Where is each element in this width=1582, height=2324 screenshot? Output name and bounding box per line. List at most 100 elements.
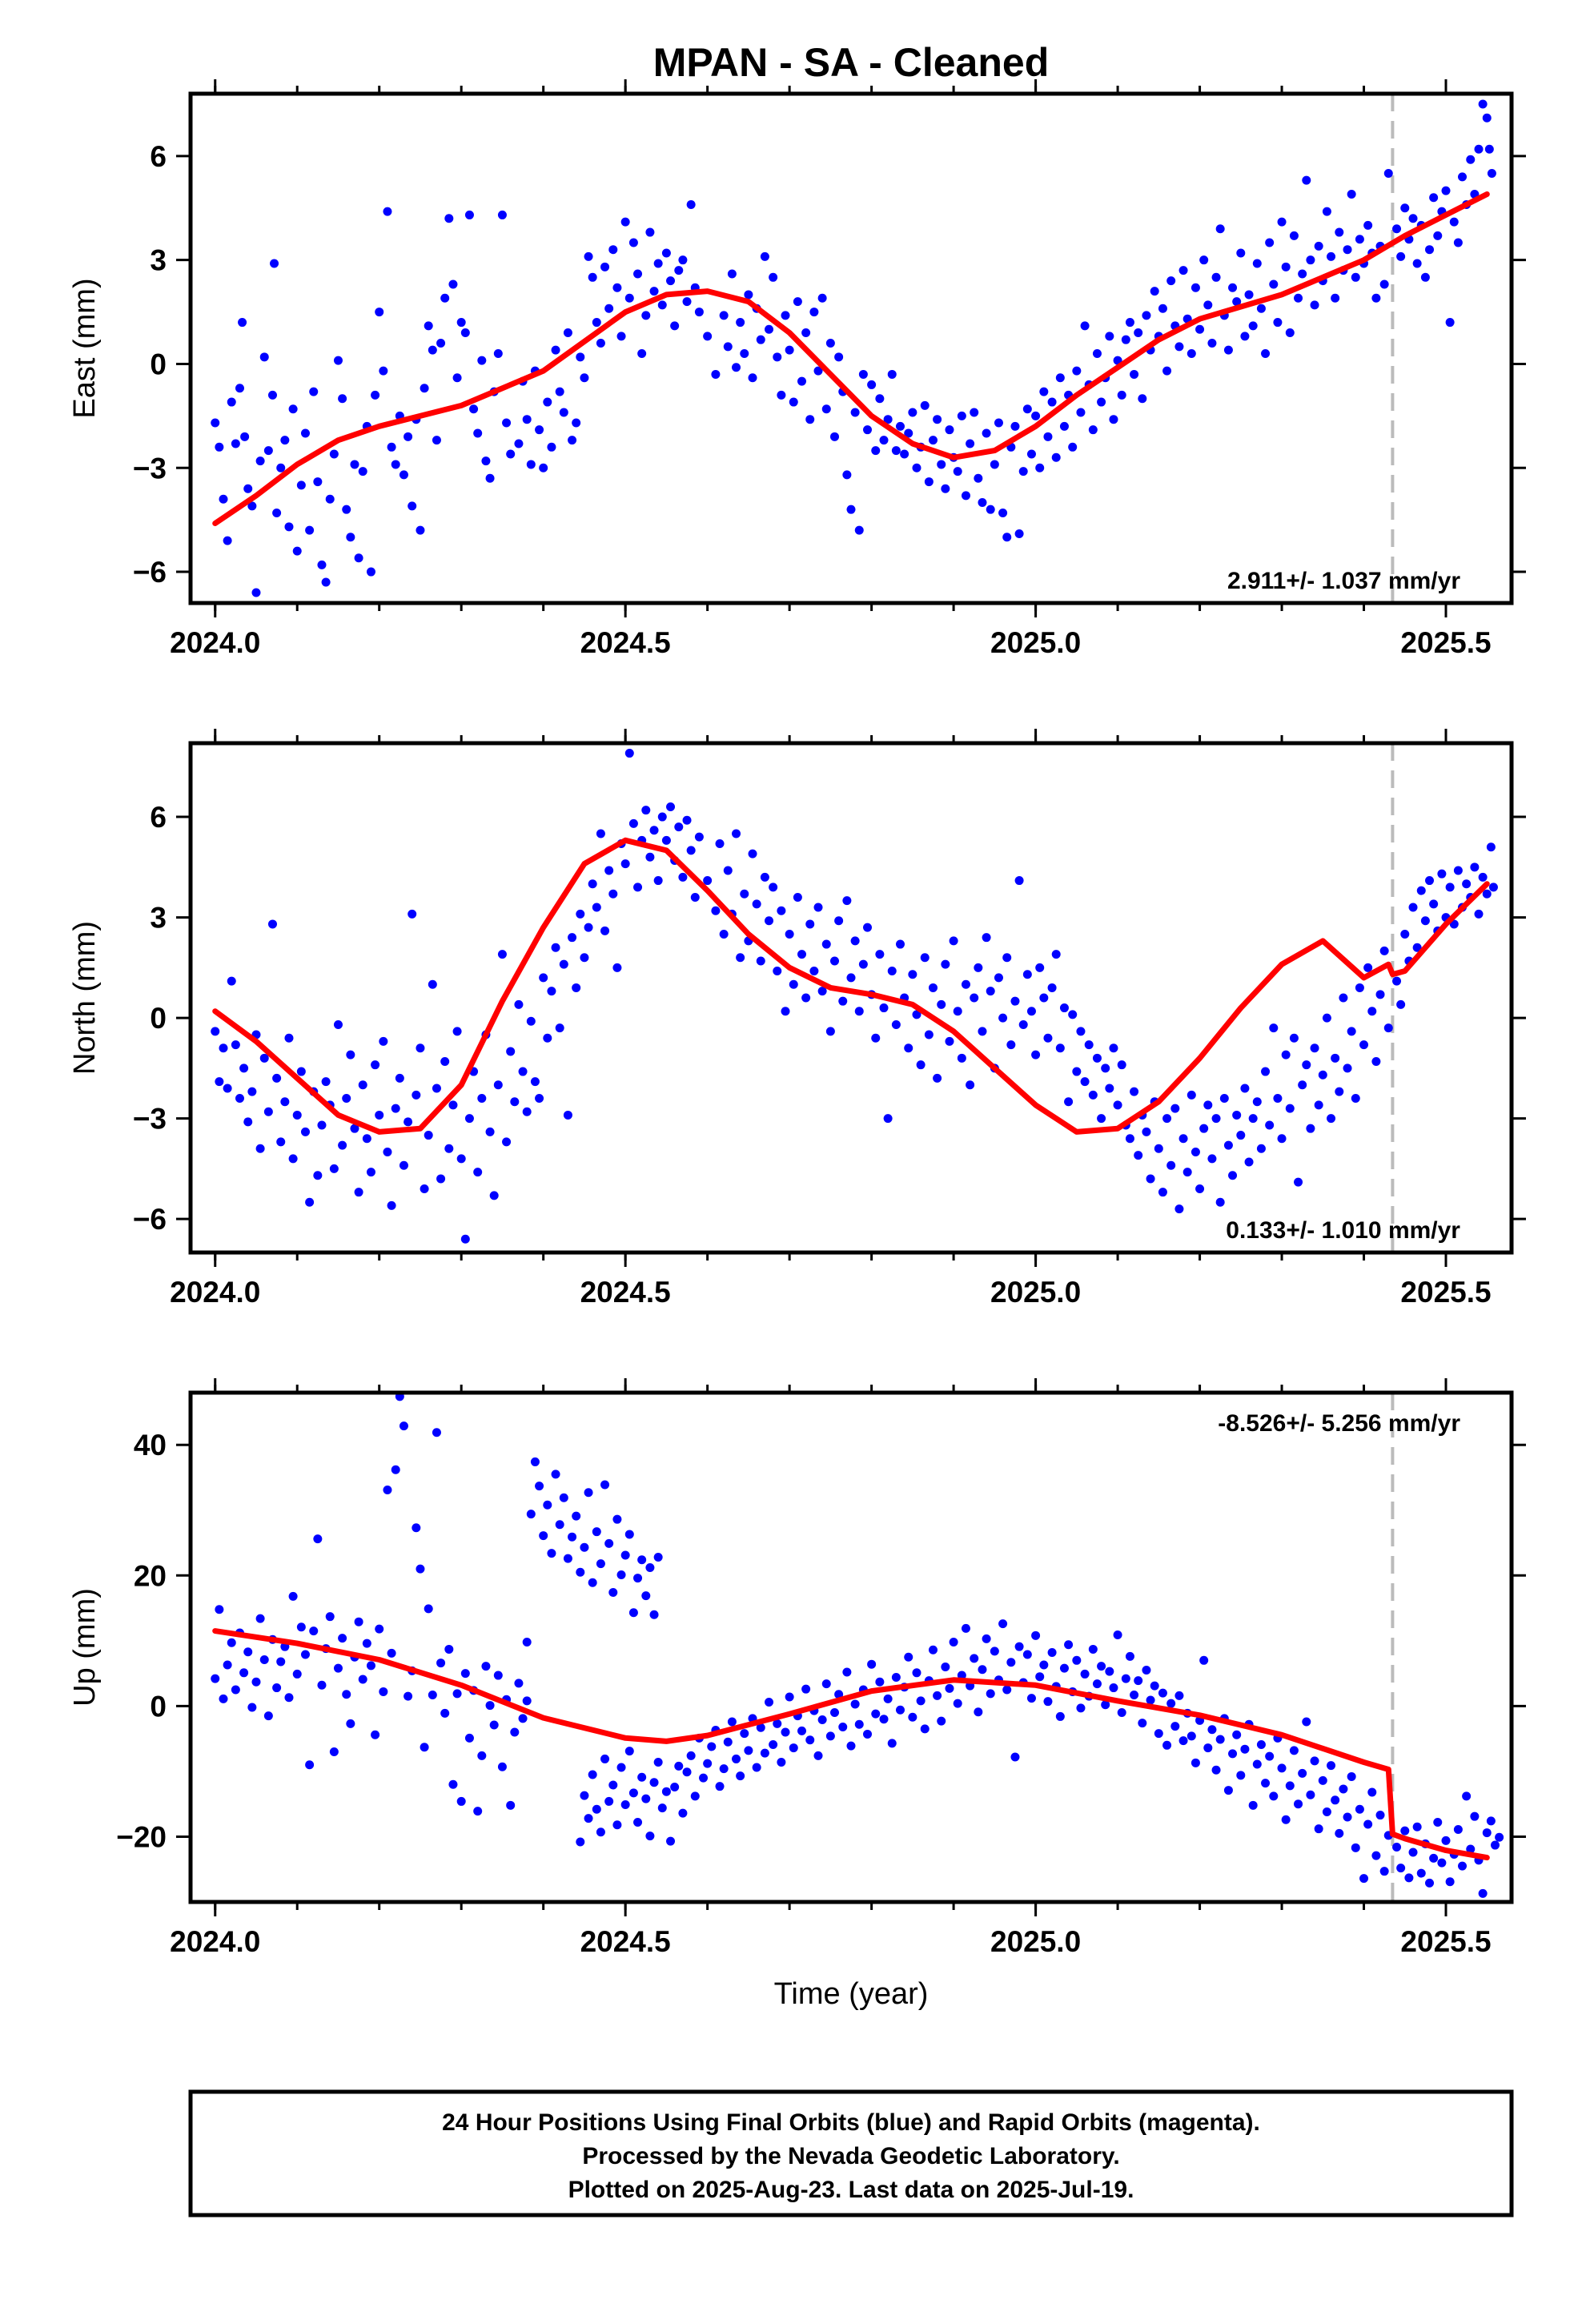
data-point bbox=[657, 1803, 667, 1813]
data-point bbox=[723, 866, 733, 875]
data-point bbox=[243, 484, 253, 493]
data-point bbox=[616, 1570, 626, 1579]
data-point bbox=[1273, 318, 1283, 328]
data-point bbox=[916, 1060, 926, 1070]
data-point bbox=[785, 1692, 794, 1702]
data-point bbox=[506, 449, 516, 459]
data-point bbox=[970, 1654, 979, 1663]
data-point bbox=[1055, 1043, 1065, 1053]
data-point bbox=[555, 1023, 564, 1033]
data-point bbox=[428, 345, 437, 355]
data-point bbox=[986, 505, 995, 514]
data-point bbox=[1039, 993, 1049, 1003]
data-point bbox=[945, 425, 954, 435]
data-point bbox=[817, 293, 827, 303]
data-point bbox=[1072, 366, 1082, 376]
figure-title: MPAN - SA - Cleaned bbox=[653, 40, 1049, 85]
data-point bbox=[620, 1800, 630, 1810]
data-point bbox=[612, 1820, 622, 1830]
data-point bbox=[346, 1719, 355, 1728]
y-axis-label: East (mm) bbox=[68, 278, 102, 418]
data-point bbox=[280, 1097, 290, 1107]
data-point bbox=[243, 1117, 253, 1127]
data-point bbox=[1491, 1840, 1500, 1850]
data-point bbox=[908, 1712, 917, 1722]
data-point bbox=[300, 428, 310, 438]
data-point bbox=[628, 1788, 638, 1798]
data-point bbox=[891, 446, 901, 456]
data-point bbox=[928, 436, 938, 445]
data-point bbox=[612, 1514, 622, 1524]
data-point bbox=[834, 916, 844, 926]
plot-frame bbox=[188, 741, 1514, 1255]
data-point bbox=[825, 1027, 835, 1036]
data-point bbox=[1113, 1100, 1122, 1110]
data-point bbox=[608, 1780, 618, 1790]
data-point bbox=[715, 1782, 725, 1791]
east-panel: 2024.0 2024.5 2025.0 2025.5 6 3 0 −3 −6 East (mm)… bbox=[68, 79, 1526, 659]
data-point bbox=[850, 408, 860, 417]
data-point bbox=[1412, 259, 1422, 268]
data-point bbox=[215, 1077, 224, 1087]
data-point bbox=[424, 1604, 433, 1614]
data-point bbox=[1273, 1094, 1283, 1104]
data-point bbox=[978, 1665, 987, 1675]
data-point bbox=[637, 1555, 647, 1565]
data-point bbox=[1232, 1110, 1242, 1120]
data-point bbox=[1146, 1695, 1155, 1705]
data-point bbox=[493, 1080, 503, 1090]
data-point bbox=[338, 1634, 347, 1643]
data-point bbox=[769, 1739, 778, 1749]
data-point bbox=[949, 936, 958, 946]
data-point bbox=[978, 498, 987, 508]
data-point bbox=[789, 397, 798, 407]
data-point bbox=[928, 983, 938, 992]
data-point bbox=[970, 408, 979, 417]
y-tick-label: 40 bbox=[134, 1429, 167, 1462]
data-point bbox=[543, 397, 552, 407]
data-point bbox=[1138, 1719, 1147, 1728]
data-point bbox=[777, 1758, 786, 1767]
data-point bbox=[838, 1722, 848, 1731]
data-point bbox=[362, 1638, 371, 1648]
data-point bbox=[834, 352, 844, 362]
data-point bbox=[1314, 1824, 1323, 1834]
data-point bbox=[1400, 1826, 1410, 1835]
data-point bbox=[1080, 1077, 1090, 1087]
data-point bbox=[1010, 996, 1020, 1006]
data-point bbox=[694, 308, 704, 317]
data-point bbox=[1429, 1853, 1439, 1863]
data-point bbox=[883, 1694, 893, 1703]
data-point bbox=[408, 909, 417, 919]
data-point bbox=[1351, 272, 1360, 282]
data-point bbox=[945, 1036, 954, 1046]
data-point bbox=[477, 1094, 487, 1104]
data-point bbox=[641, 1794, 651, 1803]
data-point bbox=[1158, 1188, 1167, 1197]
data-point bbox=[596, 1827, 605, 1837]
data-point bbox=[756, 956, 765, 966]
data-point bbox=[1248, 1114, 1258, 1124]
y-tick-label: 20 bbox=[134, 1559, 167, 1592]
data-point bbox=[867, 1659, 877, 1669]
data-point bbox=[765, 1697, 774, 1707]
data-point bbox=[1039, 1660, 1049, 1670]
x-tick-label: 2024.5 bbox=[580, 1276, 671, 1309]
data-point bbox=[620, 859, 630, 869]
velocity-rate-label: 2.911+/- 1.037 mm/yr bbox=[1227, 568, 1460, 594]
data-point bbox=[436, 1659, 446, 1668]
data-point bbox=[219, 1043, 228, 1053]
data-point bbox=[986, 987, 995, 996]
data-point bbox=[366, 1661, 375, 1671]
data-point bbox=[760, 872, 769, 882]
data-point bbox=[296, 1622, 306, 1632]
data-point bbox=[1088, 425, 1098, 435]
data-point bbox=[510, 1097, 520, 1107]
data-point bbox=[215, 1605, 224, 1614]
data-point bbox=[1351, 1094, 1360, 1104]
data-point bbox=[719, 1764, 729, 1774]
data-point bbox=[1331, 1795, 1340, 1805]
data-point bbox=[1047, 983, 1057, 992]
data-point bbox=[620, 217, 630, 227]
